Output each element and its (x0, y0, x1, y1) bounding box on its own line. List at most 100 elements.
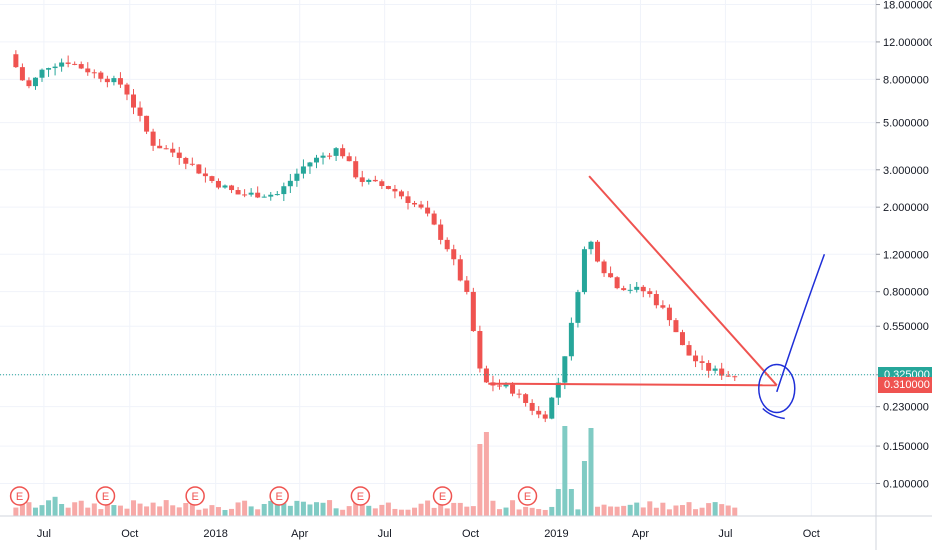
volume-bar (91, 503, 97, 516)
volume-bar (444, 508, 450, 516)
volume-bar (144, 506, 150, 516)
candle-body (163, 148, 169, 150)
volume-bar (65, 507, 71, 516)
candle-body (732, 376, 738, 378)
candle-body (412, 202, 418, 205)
volume-bar (510, 500, 516, 516)
candle-body (379, 181, 385, 187)
candle-body (52, 66, 58, 69)
candle-body (78, 64, 84, 69)
earnings-marker-circle (9, 486, 30, 506)
candle-body (209, 176, 215, 181)
volume-bar (725, 505, 731, 516)
y-tick-label: 3.000000 (883, 165, 929, 177)
earnings-marker-label: E (102, 491, 109, 503)
x-tick-label: Apr (291, 528, 308, 540)
volume-bar (470, 506, 476, 516)
trendline (488, 382, 777, 387)
y-tick-label: 0.150000 (883, 441, 929, 453)
marked-price-badge: 0.310000 (878, 377, 932, 394)
trendline (588, 175, 778, 386)
earnings-marker-label: E (524, 491, 531, 503)
volume-bar (189, 501, 195, 516)
volume-bar (176, 507, 182, 516)
volume-bar (647, 501, 653, 516)
y-tick-label: 8.000000 (883, 74, 929, 86)
volume-bar (46, 500, 52, 516)
x-tick-label: Oct (803, 528, 820, 540)
candle-body (608, 273, 614, 278)
volume-bar (111, 505, 117, 516)
volume-bar (104, 503, 110, 516)
volume-bar (418, 503, 424, 516)
candle-body (464, 280, 470, 292)
volume-bar (137, 503, 143, 516)
candle-body (444, 239, 450, 250)
candle-body (111, 78, 117, 83)
candle-body (568, 322, 574, 357)
candle-body (706, 362, 712, 371)
candle-body (144, 115, 150, 132)
volume-bar (568, 489, 574, 516)
chart-grid (0, 0, 876, 516)
candle-body (313, 157, 319, 163)
candle-body (294, 173, 300, 181)
candle-body (189, 163, 195, 165)
candle-body (26, 80, 32, 87)
volume-bar (595, 506, 601, 516)
volume-bar (732, 507, 738, 516)
volume-bar (268, 500, 274, 516)
candle-body (653, 294, 659, 306)
volume-bar (477, 444, 483, 516)
candle-body (170, 148, 176, 153)
candle-body (274, 194, 280, 196)
candle-body (242, 194, 248, 196)
candle-body (39, 69, 45, 78)
volume-bar (490, 500, 496, 516)
volume-bar (235, 502, 241, 516)
candle-body (693, 355, 699, 362)
volume-bar (398, 509, 404, 516)
volume-bar (431, 507, 437, 516)
candle-body (340, 148, 346, 157)
candle-body (248, 192, 254, 195)
volume-bar (392, 508, 398, 516)
volume-bar (673, 505, 679, 516)
time-axis[interactable]: Jul Oct 2018 Apr Jul Oct 2019 Apr Jul Oct (0, 515, 932, 540)
volume-bar (542, 509, 548, 516)
y-tick-label: 0.230000 (883, 402, 929, 414)
candle-body (510, 384, 516, 394)
volume-bar (327, 500, 333, 516)
candle-body (222, 185, 228, 188)
volume-bar (78, 500, 84, 516)
volume-bar (379, 504, 385, 516)
candle-body (333, 148, 339, 156)
y-tick-label: 0.100000 (883, 478, 929, 490)
earnings-marker-circle (432, 486, 453, 506)
volume-bar (333, 508, 339, 516)
volume-bar (32, 507, 38, 516)
volume-bar (274, 501, 280, 516)
earnings-marker-circle (517, 486, 538, 506)
volume-bar (281, 503, 287, 516)
x-tick-label: Jul (378, 528, 392, 540)
volume-bar (98, 509, 104, 516)
candle-body (196, 164, 202, 174)
price-axis[interactable]: 18.000000 12.000000 8.000000 5.000000 3.0000… (875, 0, 932, 550)
volume-bar (215, 507, 221, 516)
volume-bar (608, 506, 614, 516)
volume-bar (340, 509, 346, 516)
candle-body (366, 179, 372, 182)
volume-bar (686, 502, 692, 516)
volume-bar (320, 502, 326, 516)
volume-bar (229, 508, 235, 516)
candle-body (425, 207, 431, 214)
volume-bar (483, 432, 489, 516)
candle-body (183, 157, 189, 164)
volume-bar (307, 504, 313, 516)
volume-bar (248, 506, 254, 516)
volume-bar (555, 489, 561, 516)
candle-body (32, 77, 38, 87)
volume-bar (157, 506, 163, 516)
